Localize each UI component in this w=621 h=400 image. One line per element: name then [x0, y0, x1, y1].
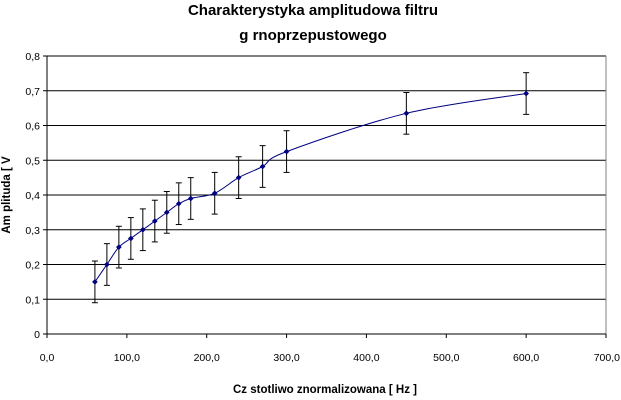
- chart-title-line-1: Charakterystyka amplitudowa filtru: [188, 2, 438, 19]
- y-axis-label: Am plituda [ V: [1, 156, 13, 234]
- gridlines: [47, 55, 606, 300]
- y-tick-label: 0,6: [25, 121, 40, 133]
- data-point: [211, 190, 218, 197]
- x-tick-label: 0,0: [40, 352, 55, 364]
- data-point: [151, 218, 158, 225]
- data-point: [103, 261, 110, 268]
- data-point: [139, 226, 146, 233]
- chart-title-line-2: g rnoprzepustowego: [239, 27, 387, 44]
- data-point: [403, 110, 410, 117]
- data-point: [175, 200, 182, 207]
- y-tick-label: 0,7: [25, 86, 40, 98]
- axes: [43, 55, 607, 338]
- x-tick-label: 600,0: [513, 352, 539, 364]
- data-point: [127, 235, 134, 242]
- data-points: [91, 90, 530, 285]
- y-tick-label: 0,2: [25, 260, 40, 272]
- y-tick-label: 0,3: [25, 225, 40, 237]
- x-tick-label: 700,0: [594, 352, 620, 364]
- data-point: [163, 209, 170, 216]
- data-point: [187, 195, 194, 202]
- data-point: [91, 278, 98, 285]
- x-tick-label: 400,0: [353, 352, 379, 364]
- x-tick-label: 300,0: [273, 352, 299, 364]
- data-point: [235, 174, 242, 181]
- y-tick-label: 0,5: [25, 155, 40, 167]
- y-tick-label: 0,8: [25, 51, 40, 63]
- y-tick-labels: 0 0,1 0,2 0,3 0,4 0,5 0,6 0,7 0,8: [25, 51, 40, 341]
- data-point: [523, 90, 530, 97]
- error-bars: [91, 72, 530, 304]
- y-tick-label: 0: [34, 329, 40, 341]
- x-tick-label: 200,0: [194, 352, 220, 364]
- x-tick-labels: 0,0 100,0 200,0 300,0 400,0 500,0 600,0 700,0: [40, 352, 620, 364]
- data-point: [259, 163, 266, 170]
- data-point: [115, 244, 122, 251]
- series-line: [94, 93, 527, 283]
- x-tick-label: 100,0: [114, 352, 140, 364]
- y-tick-label: 0,4: [25, 190, 40, 202]
- data-point: [283, 148, 290, 155]
- y-tick-label: 0,1: [25, 294, 40, 306]
- x-tick-label: 500,0: [433, 352, 459, 364]
- x-axis-label: Cz stotliwo znormalizowana [ Hz ]: [233, 384, 417, 396]
